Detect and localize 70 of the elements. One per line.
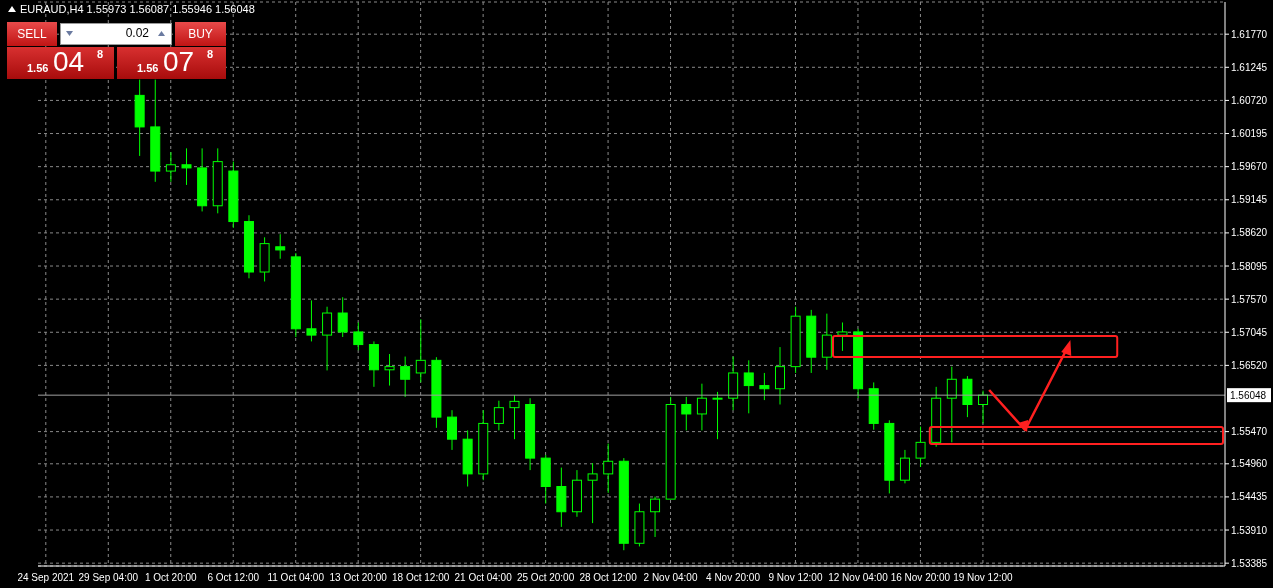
x-tick-label: 16 Nov 20:00 xyxy=(890,572,951,584)
x-tick-label: 1 Oct 20:00 xyxy=(144,572,198,584)
x-tick-label: 18 Oct 12:00 xyxy=(392,572,450,584)
x-tick-label: 13 Oct 20:00 xyxy=(329,572,388,584)
y-tick-label: 1.60720 xyxy=(1231,94,1268,106)
annotation: 1.56 xyxy=(137,62,159,74)
candlestick xyxy=(587,462,598,524)
candlestick xyxy=(181,147,192,186)
y-tick-label: 1.58095 xyxy=(1231,260,1268,272)
y-tick-label: 1.54960 xyxy=(1231,458,1268,470)
candlestick xyxy=(837,321,848,352)
annotation: 07 xyxy=(163,46,195,78)
y-tick-label: 1.57045 xyxy=(1231,326,1268,338)
candlestick xyxy=(353,321,364,351)
annotation: 1.56 xyxy=(27,62,49,74)
y-tick-label: 1.54435 xyxy=(1231,491,1268,503)
y-tick-label: 1.53385 xyxy=(1231,557,1268,569)
candlestick xyxy=(493,400,504,431)
candlestick xyxy=(759,372,770,401)
y-tick-label: 1.56520 xyxy=(1231,359,1268,371)
x-tick-label: 28 Oct 12:00 xyxy=(579,572,638,584)
candlestick xyxy=(775,346,785,405)
candlestick xyxy=(447,409,458,451)
candlestick xyxy=(821,313,832,371)
candlestick xyxy=(743,359,754,414)
candlestick xyxy=(712,391,723,440)
candlestick xyxy=(681,396,692,431)
annotation: 04 xyxy=(53,46,85,78)
y-tick-label: 1.60195 xyxy=(1231,128,1268,140)
candlestick xyxy=(337,296,348,338)
x-tick-label: 29 Sep 04:00 xyxy=(78,572,139,584)
candlestick xyxy=(946,366,957,443)
y-tick-label: 1.61770 xyxy=(1231,28,1268,40)
annotation: 8 xyxy=(207,48,214,60)
candlestick xyxy=(275,233,286,260)
candlestick xyxy=(322,306,333,371)
candlestick xyxy=(650,496,661,538)
x-tick-label: 6 Oct 12:00 xyxy=(207,572,260,584)
candlestick xyxy=(915,426,926,468)
candlestick xyxy=(899,449,910,484)
y-tick-label: 1.57570 xyxy=(1231,293,1268,305)
annotation: 8 xyxy=(97,48,104,60)
candlestick xyxy=(603,443,614,494)
x-tick-label: 4 Nov 20:00 xyxy=(706,572,761,584)
y-tick-label: 1.59670 xyxy=(1231,161,1268,173)
x-tick-label: 25 Oct 20:00 xyxy=(516,572,575,584)
y-tick-label: 1.58620 xyxy=(1231,227,1268,239)
x-tick-label: 2 Nov 04:00 xyxy=(643,572,698,584)
candlestick xyxy=(165,151,176,183)
candlestick xyxy=(400,356,411,398)
candlestick xyxy=(696,383,707,431)
x-tick-label: 24 Sep 2021 xyxy=(17,572,75,584)
annotation: BUY xyxy=(175,22,226,46)
y-tick-label: 1.55470 xyxy=(1231,426,1268,438)
x-tick-label: 12 Nov 04:00 xyxy=(828,572,889,584)
x-tick-label: 9 Nov 12:00 xyxy=(768,572,823,584)
candlestick xyxy=(415,318,426,383)
x-tick-label: 19 Nov 12:00 xyxy=(953,572,1014,584)
candlestick xyxy=(306,299,317,342)
y-tick-label: 1.59145 xyxy=(1231,194,1268,206)
ref-line-label: 1.56048 xyxy=(1230,390,1267,402)
candlestick xyxy=(384,353,395,387)
y-tick-label: 1.61245 xyxy=(1231,61,1268,73)
x-tick-label: 11 Oct 04:00 xyxy=(267,572,325,584)
x-tick-label: 21 Oct 04:00 xyxy=(454,572,513,584)
y-tick-label: 1.53910 xyxy=(1231,524,1268,536)
candlestick xyxy=(509,394,520,440)
chart-title: EURAUD,H4 1.55973 1.56087 1.55946 1.56048 xyxy=(20,3,255,15)
annotation: 0.02 xyxy=(125,26,149,40)
annotation: SELL xyxy=(7,22,57,46)
